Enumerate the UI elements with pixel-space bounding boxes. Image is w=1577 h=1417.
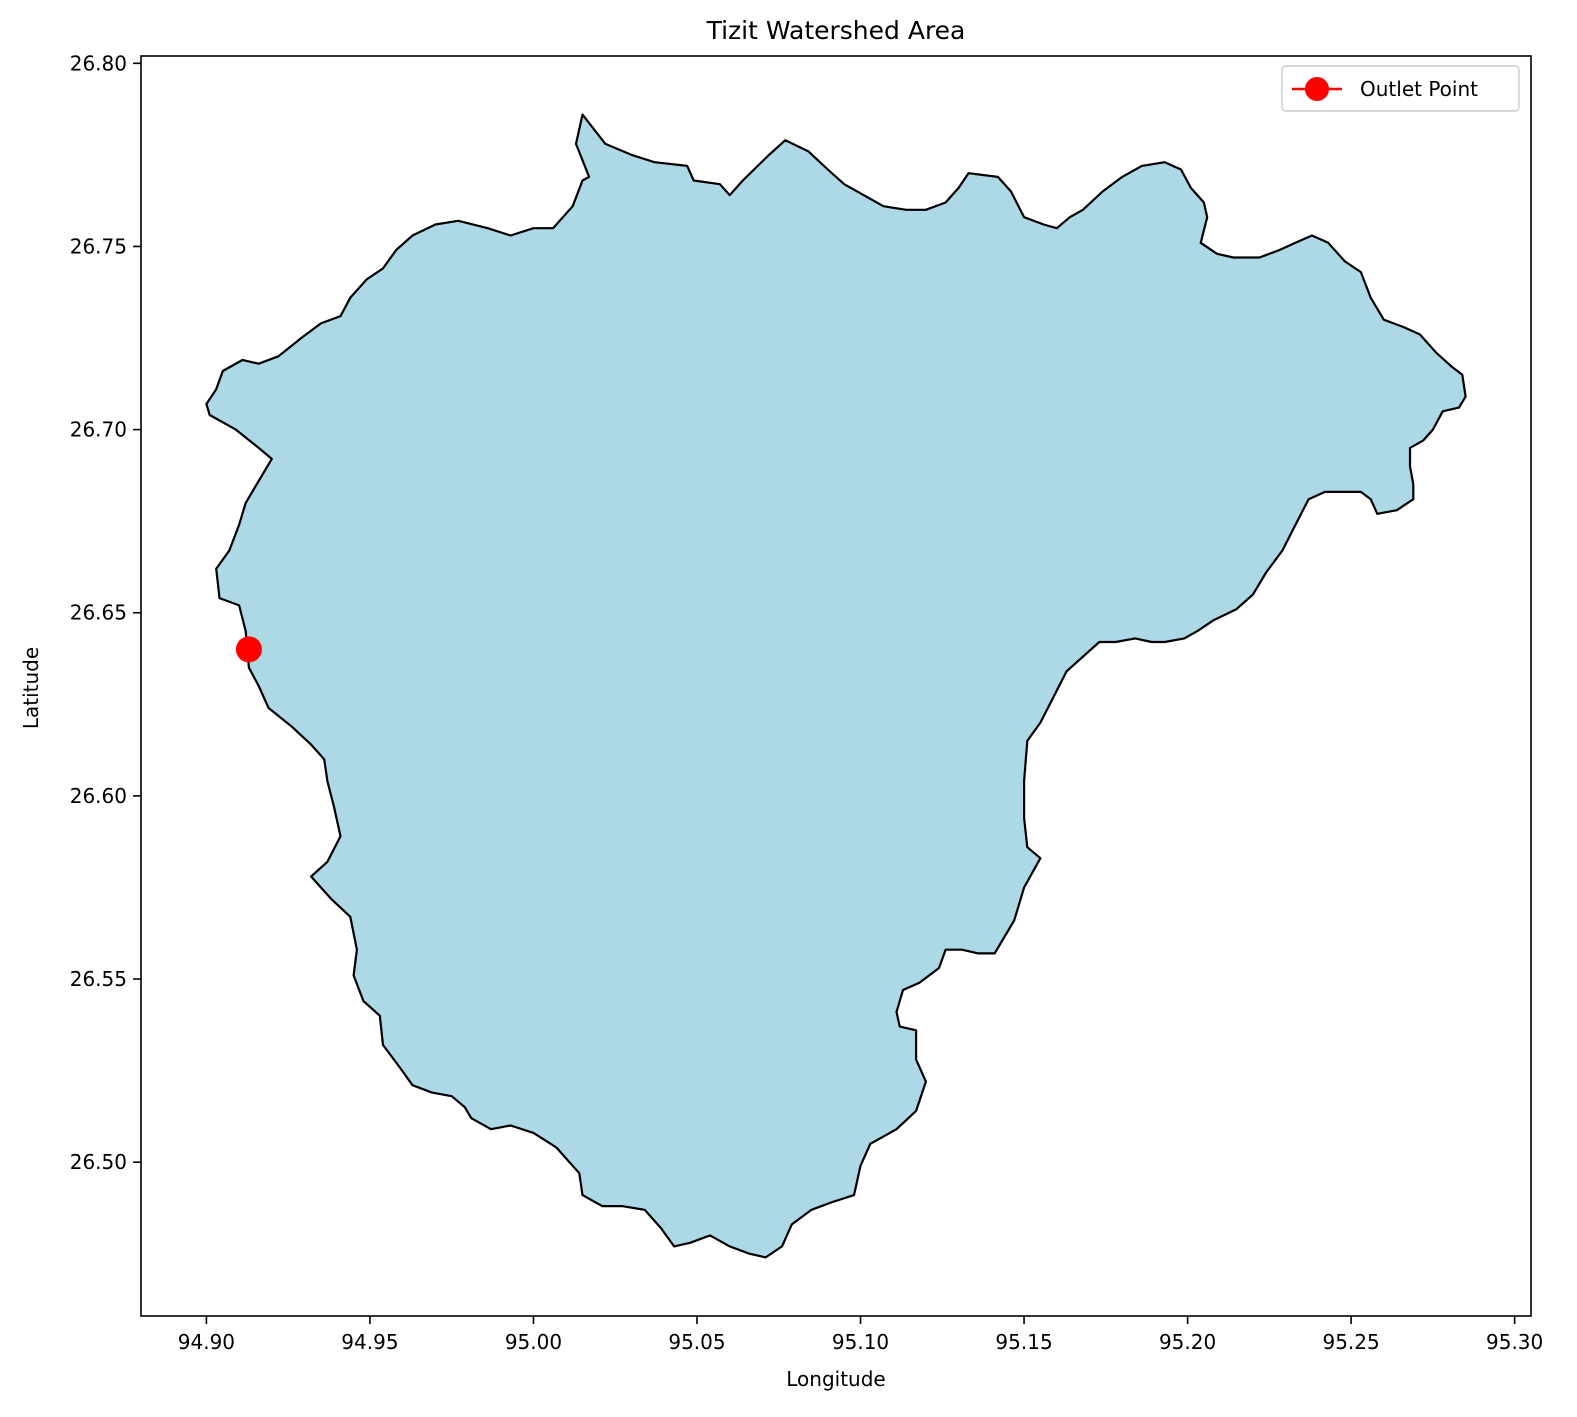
y-tick-label: 26.50 — [70, 1150, 127, 1174]
watershed-polygon — [205, 113, 1467, 1259]
y-tick-label: 26.80 — [70, 51, 127, 75]
legend-box — [1281, 65, 1520, 112]
legend: Outlet Point — [1281, 65, 1520, 112]
x-axis-ticks: 94.90 94.95 95.00 95.05 95.10 95.15 95.20 95.25… — [178, 1316, 1543, 1354]
y-tick-label: 26.55 — [70, 967, 127, 991]
y-axis-label: Latitude — [19, 647, 43, 729]
x-tick-label: 94.90 — [178, 1330, 235, 1354]
x-tick-label: 95.20 — [1159, 1330, 1216, 1354]
y-tick-label: 26.70 — [70, 418, 127, 442]
chart-title: Tizit Watershed Area — [706, 16, 966, 45]
x-tick-label: 95.30 — [1486, 1330, 1543, 1354]
y-tick-label: 26.60 — [70, 784, 127, 808]
x-tick-label: 95.10 — [832, 1330, 889, 1354]
x-tick-label: 95.15 — [995, 1330, 1052, 1354]
y-tick-label: 26.65 — [70, 601, 127, 625]
y-axis-ticks: 26.50 26.55 26.60 26.65 26.70 26.75 26.80 — [70, 51, 141, 1174]
x-tick-label: 95.00 — [505, 1330, 562, 1354]
legend-label-outlet-point: Outlet Point — [1360, 77, 1478, 101]
legend-marker-swatch — [1305, 77, 1329, 101]
outlet-point-marker — [235, 636, 262, 663]
axes-frame — [140, 55, 1532, 1317]
x-tick-label: 94.95 — [341, 1330, 398, 1354]
y-tick-label: 26.75 — [70, 234, 127, 258]
x-tick-label: 95.25 — [1322, 1330, 1379, 1354]
plot-area — [205, 113, 1467, 1259]
x-tick-label: 95.05 — [668, 1330, 725, 1354]
x-axis-label: Longitude — [786, 1367, 885, 1391]
